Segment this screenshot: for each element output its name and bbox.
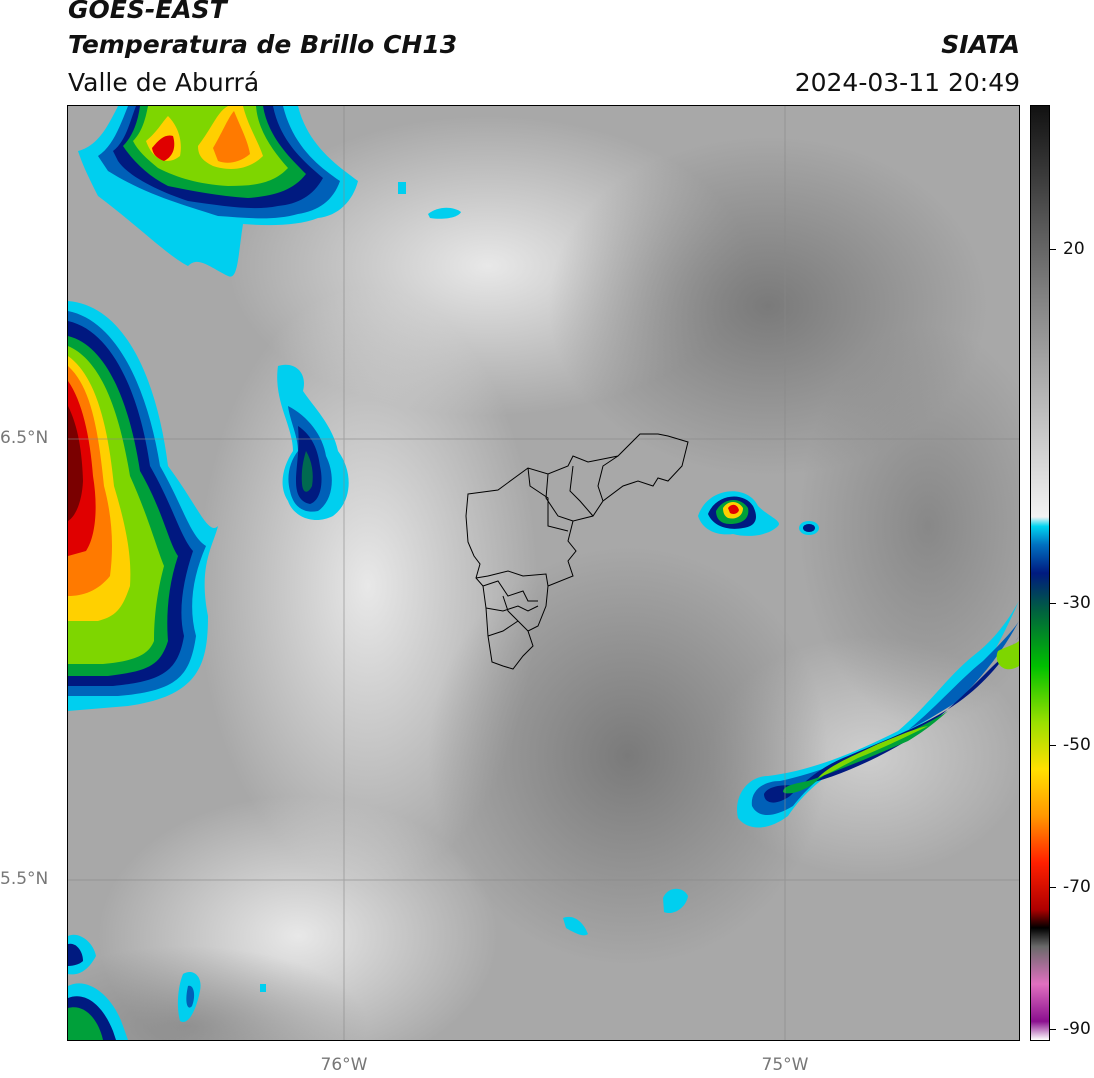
colorbar-tick — [1050, 1029, 1056, 1030]
warm-area — [68, 946, 368, 1040]
colorbar-tick — [1050, 603, 1056, 604]
region-label: Valle de Aburrá — [68, 68, 260, 97]
lon-label-75: 75°W — [761, 1055, 809, 1075]
lon-label-76: 76°W — [320, 1055, 368, 1075]
warm-area — [798, 326, 1019, 726]
storm-band-southeast — [737, 601, 1019, 828]
storm-cell-east — [698, 491, 819, 536]
colorbar-label: -70 — [1063, 877, 1091, 897]
colorbar-label: 20 — [1063, 239, 1085, 259]
colorbar-label: -30 — [1063, 593, 1091, 613]
graticule — [68, 106, 1019, 1040]
brand-label: SIATA — [941, 30, 1020, 59]
product-title: Temperatura de Brillo CH13 — [68, 30, 458, 59]
storm-cell-northwest — [78, 106, 358, 277]
storm-cell-central — [277, 364, 349, 521]
lat-label-5-5: 5.5°N — [0, 869, 49, 889]
small-cells — [68, 182, 688, 1040]
municipality-boundaries — [465, 433, 689, 670]
colorbar — [1030, 105, 1050, 1041]
colorbar-tick — [1050, 249, 1056, 250]
map-canvas — [68, 106, 1019, 1040]
colorbar-tick — [1050, 745, 1056, 746]
colorbar-tick — [1050, 887, 1056, 888]
colorbar-label: -90 — [1063, 1019, 1091, 1039]
storm-cell-west — [68, 301, 218, 711]
colorbar-label: -50 — [1063, 735, 1091, 755]
datetime-label: 2024-03-11 20:49 — [794, 68, 1020, 97]
lat-label-6-5: 6.5°N — [0, 428, 49, 448]
satellite-map[interactable] — [67, 105, 1020, 1041]
satellite-title: GOES-EAST — [68, 0, 227, 24]
warm-area — [428, 546, 828, 966]
